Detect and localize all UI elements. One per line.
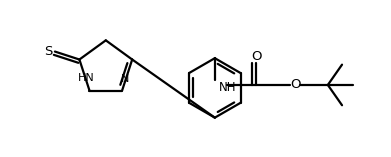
Text: O: O bbox=[251, 50, 262, 63]
Text: HN: HN bbox=[78, 73, 95, 83]
Text: S: S bbox=[44, 45, 52, 58]
Text: O: O bbox=[290, 78, 300, 91]
Text: NH: NH bbox=[219, 81, 236, 94]
Text: N: N bbox=[121, 74, 129, 84]
